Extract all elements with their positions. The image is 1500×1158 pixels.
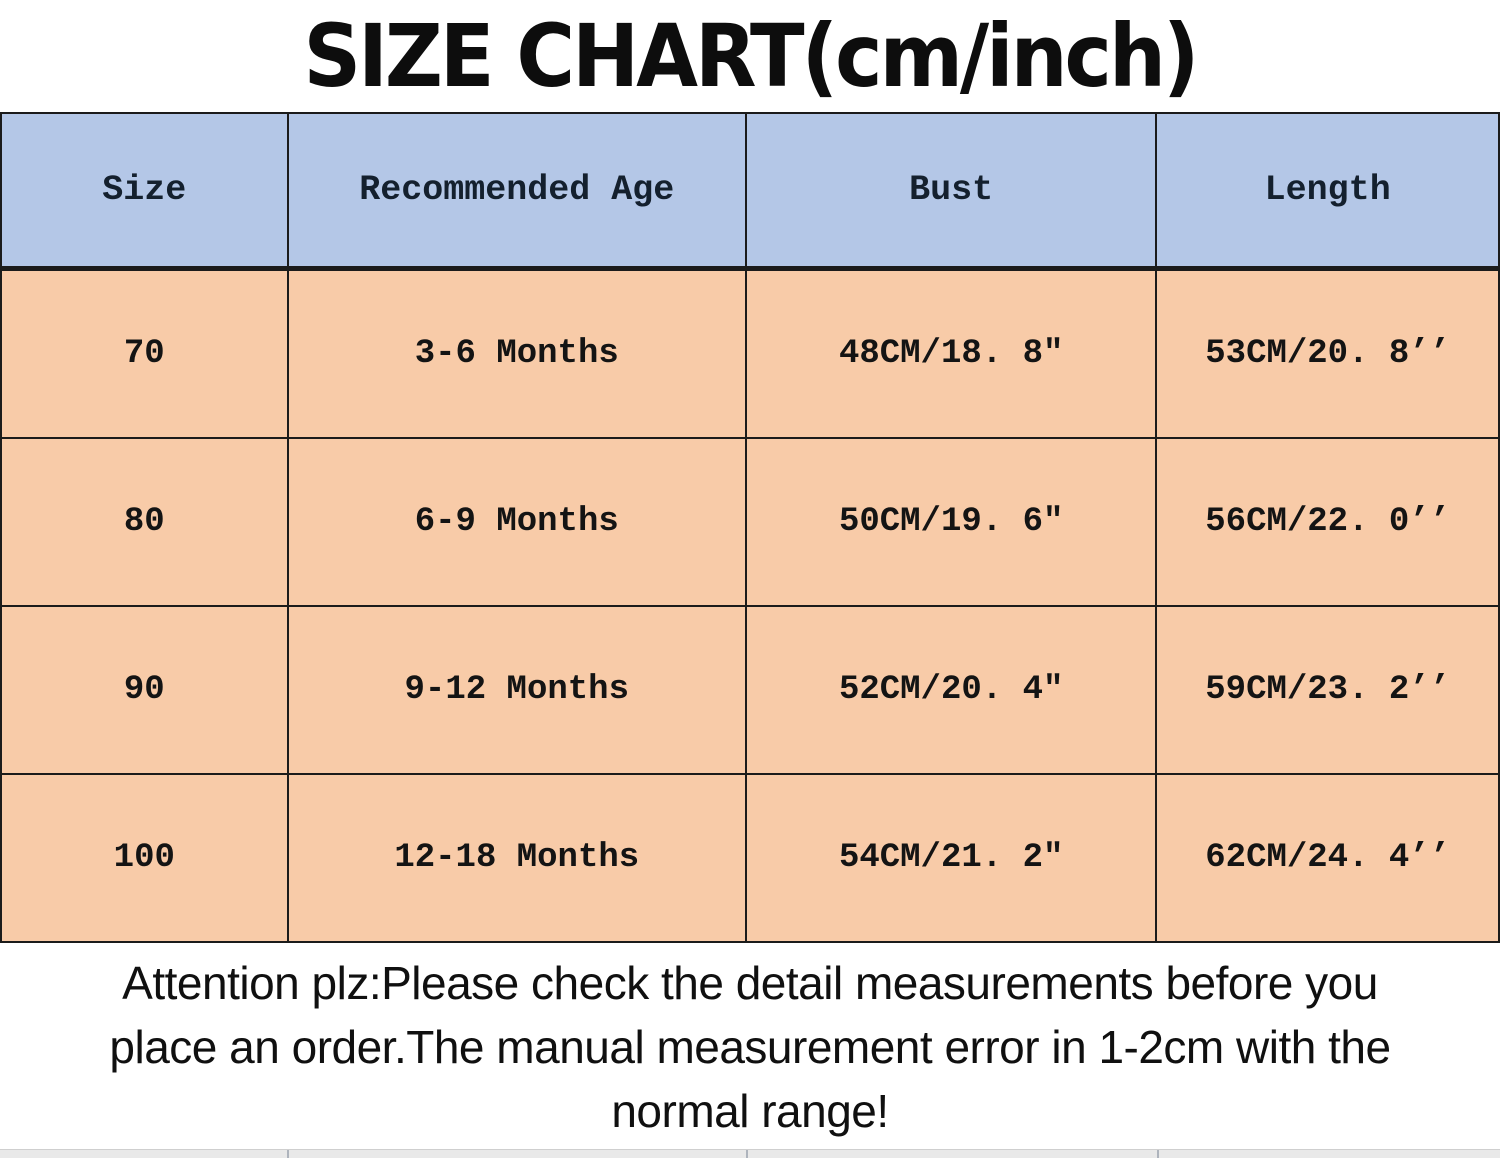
column-divider-mark	[1156, 1150, 1159, 1158]
column-divider-mark	[286, 1150, 289, 1158]
length-value: 59CM/23. 2’’	[1155, 605, 1500, 775]
bust-value: 48CM/18. 8″	[744, 267, 1158, 439]
page-title: SIZE CHART(cm/inch)	[303, 5, 1200, 107]
bust-value: 50CM/19. 6″	[744, 437, 1158, 607]
size-value: 100	[0, 773, 289, 943]
bust-value: 52CM/20. 4″	[744, 605, 1158, 775]
attention-note: Attention plz:Please check the detail me…	[0, 951, 1500, 1143]
header-row: Size Recommended Age Bust Length	[0, 112, 1500, 271]
size-value: 90	[0, 605, 289, 775]
table-row: 100 12-18 Months 54CM/21. 2″ 62CM/24. 4’…	[0, 773, 1500, 943]
column-header-bust: Bust	[744, 112, 1158, 271]
attention-line: place an order.The manual measurement er…	[109, 1021, 1391, 1073]
column-header-recommended-age: Recommended Age	[286, 112, 747, 271]
table-row: 90 9-12 Months 52CM/20. 4″ 59CM/23. 2’’	[0, 605, 1500, 775]
attention-line: normal range!	[611, 1085, 889, 1137]
age-value: 6-9 Months	[286, 437, 747, 607]
length-value: 56CM/22. 0’’	[1155, 437, 1500, 607]
age-value: 12-18 Months	[286, 773, 747, 943]
size-value: 70	[0, 267, 289, 439]
length-value: 53CM/20. 8’’	[1155, 267, 1500, 439]
age-value: 3-6 Months	[286, 267, 747, 439]
length-value: 62CM/24. 4’’	[1155, 773, 1500, 943]
table-row: 70 3-6 Months 48CM/18. 8″ 53CM/20. 8’’	[0, 267, 1500, 439]
column-header-size: Size	[0, 112, 289, 271]
column-divider-mark	[745, 1150, 748, 1158]
size-value: 80	[0, 437, 289, 607]
bust-value: 54CM/21. 2″	[744, 773, 1158, 943]
age-value: 9-12 Months	[286, 605, 747, 775]
attention-line: Attention plz:Please check the detail me…	[122, 957, 1378, 1009]
column-header-length: Length	[1155, 112, 1500, 271]
table-row: 80 6-9 Months 50CM/19. 6″ 56CM/22. 0’’	[0, 437, 1500, 607]
partial-next-table-edge	[0, 1149, 1500, 1158]
size-chart-table: Size Recommended Age Bust Length 70 3-6 …	[0, 112, 1500, 943]
